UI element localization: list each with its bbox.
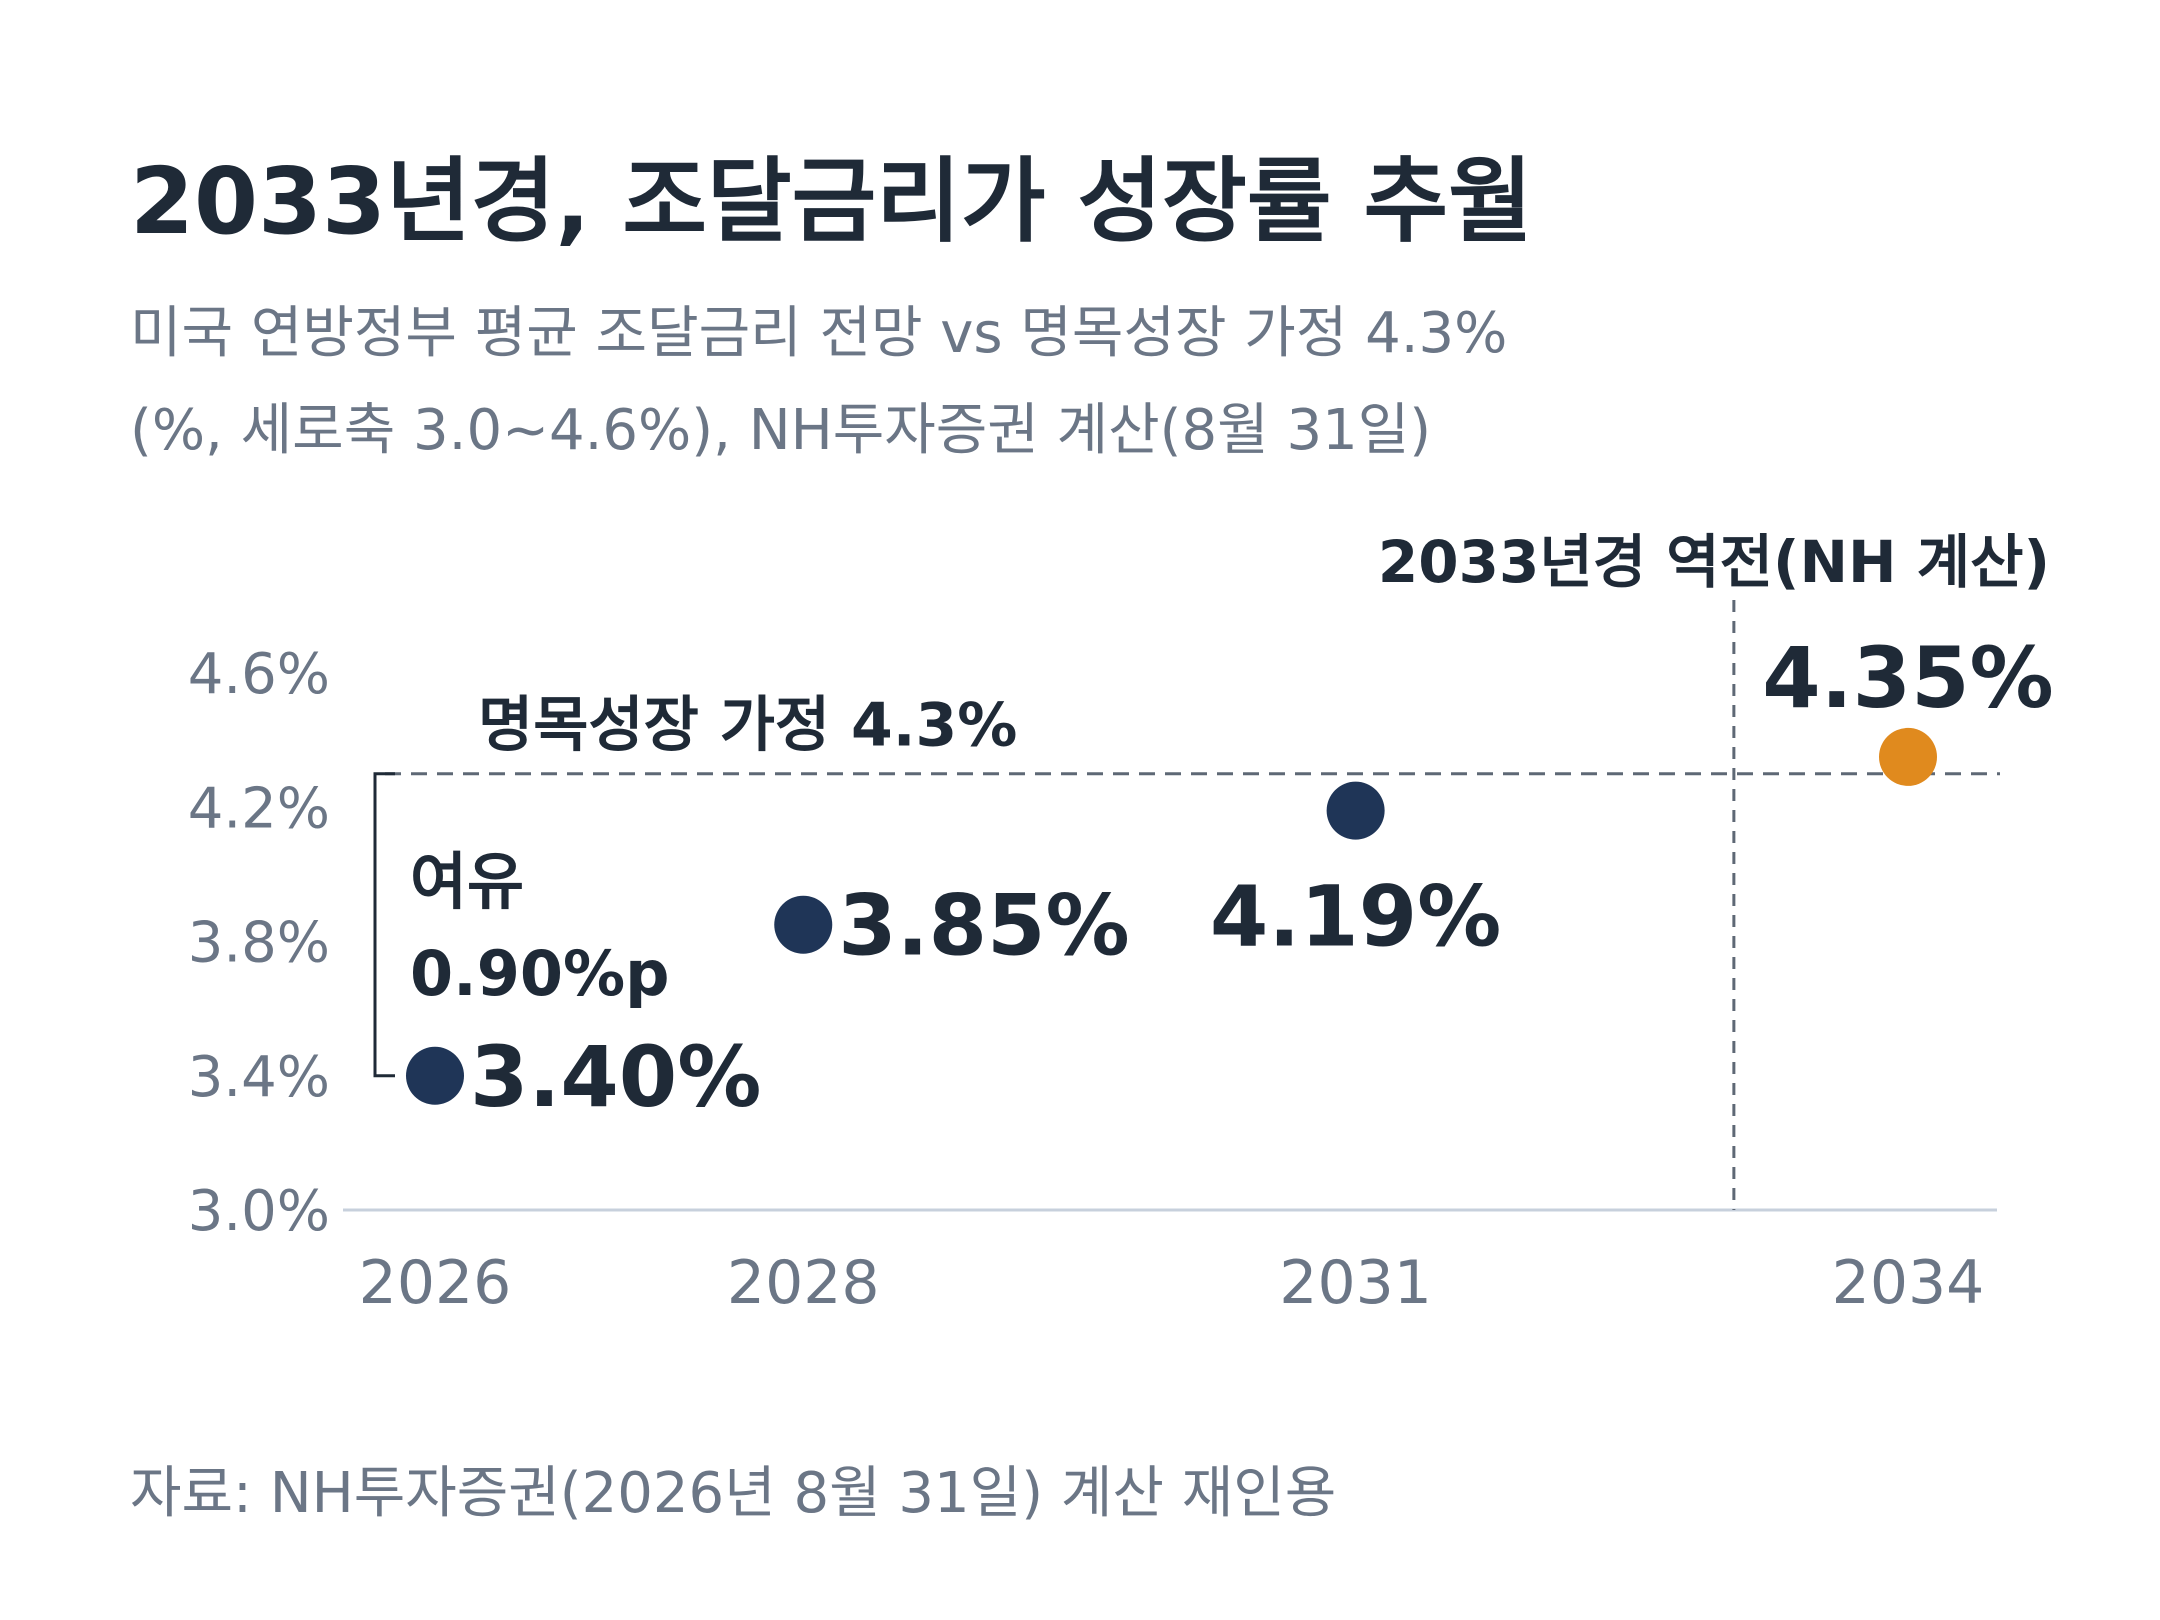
data-points <box>406 727 1937 1105</box>
margin-bracket <box>373 772 395 1078</box>
y-tick-label: 4.2% <box>188 776 330 841</box>
y-tick-label: 4.6% <box>188 642 330 707</box>
y-tick-label: 3.8% <box>188 911 330 976</box>
data-point-2031 <box>1326 781 1385 840</box>
plot-area: 3.0% 3.4% 3.8% 4.2% 4.6% 2026 2028 2031 2034 명목… <box>188 528 2054 1318</box>
x-tick-label: 2026 <box>359 1248 512 1318</box>
data-label-2034: 4.35% <box>1762 629 2053 727</box>
chart-title: 2033년경, 조달금리가 성장률 추월 <box>130 148 1533 255</box>
x-axis-ticks: 2026 2028 2031 2034 <box>359 1248 1985 1318</box>
data-label-2026: 3.40% <box>470 1028 761 1126</box>
chart-subtitle-line2: (%, 세로축 3.0~4.6%), NH투자증권 계산(8월 31일) <box>130 398 1431 463</box>
reference-line-label: 명목성장 가정 4.3% <box>478 691 1017 761</box>
chart-subtitle-line1: 미국 연방정부 평균 조달금리 전망 vs 명목성장 가정 4.3% <box>130 301 1507 366</box>
data-point-2028 <box>774 895 833 954</box>
crossover-label: 2033년경 역전(NH 계산) <box>1378 528 2050 596</box>
data-point-2026 <box>406 1046 464 1105</box>
x-tick-label: 2028 <box>727 1248 880 1318</box>
source-note: 자료: NH투자증권(2026년 8월 31일) 계산 재인용 <box>130 1461 1336 1526</box>
data-point-labels: 3.40% 3.85% 4.19% 4.35% <box>470 629 2054 1126</box>
y-tick-label: 3.0% <box>188 1179 330 1244</box>
y-axis-ticks: 3.0% 3.4% 3.8% 4.2% 4.6% <box>188 642 330 1244</box>
data-label-2028: 3.85% <box>838 877 1129 975</box>
x-tick-label: 2031 <box>1279 1248 1432 1318</box>
data-label-2031: 4.19% <box>1210 868 1501 966</box>
margin-label-line1: 여유 <box>410 845 524 918</box>
y-tick-label: 3.4% <box>188 1045 330 1110</box>
data-point-2034 <box>1879 727 1937 786</box>
margin-label-line2: 0.90%p <box>410 937 669 1010</box>
x-tick-label: 2034 <box>1832 1248 1985 1318</box>
